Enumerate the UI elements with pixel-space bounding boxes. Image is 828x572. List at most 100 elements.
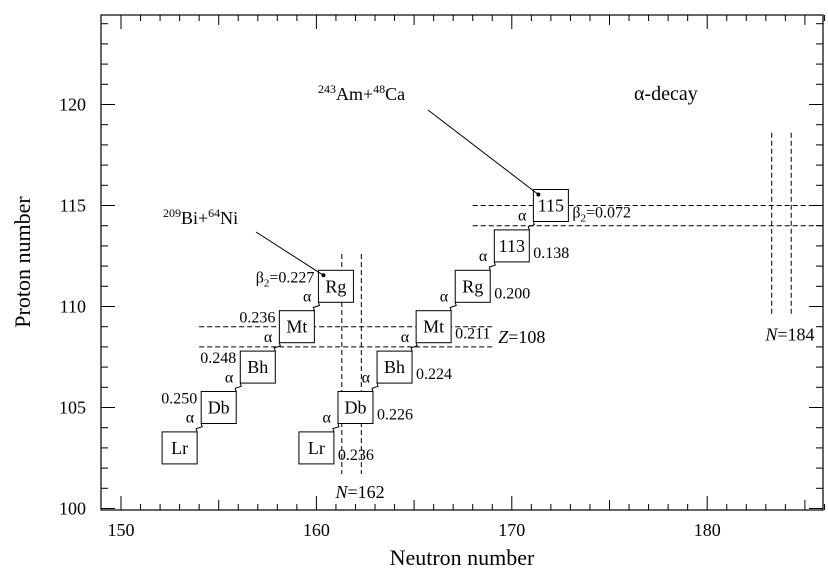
y-tick-label: 105 [59, 398, 86, 418]
alpha-label: α [264, 329, 273, 346]
beta2-label: 0.138 [533, 245, 569, 262]
reaction-mass-2: 64 [208, 206, 220, 220]
alpha-decay-arrow [371, 382, 379, 392]
reaction-element-2: Ca [385, 84, 405, 104]
alpha-decay-arrow [332, 423, 340, 433]
decay-chains: Rgβ2=0.227αMt0.236αBh0.248αDb0.250αLr115… [161, 189, 631, 465]
x-axis-label: Neutron number [390, 545, 535, 570]
beta2-label: β2=0.227 [256, 269, 315, 289]
alpha-label: α [440, 289, 449, 306]
beta-subscript: 2 [264, 277, 270, 289]
alpha-decay-arrow [410, 342, 418, 352]
reaction-label: 243Am+48Ca [318, 82, 405, 104]
reaction-pointer-dot [536, 192, 541, 197]
shell-label-var: Z [498, 327, 509, 347]
nucleus-box [493, 229, 530, 263]
shell-label-value: =162 [347, 482, 384, 502]
decay-mode-label: α-decay [634, 83, 698, 105]
nucleus-symbol: Lr [308, 438, 325, 458]
nucleus-symbol: Db [208, 398, 230, 418]
alpha-decay-arrow [312, 302, 321, 311]
reaction-label: 209Bi+64Ni [163, 206, 238, 228]
beta2-label: β2=0.072 [572, 205, 631, 225]
shell-label-value: =108 [508, 327, 545, 347]
alpha-label: α [518, 208, 527, 225]
shell-label-var: N [764, 325, 778, 345]
nucleus-symbol: 113 [499, 236, 525, 256]
nucleus-symbol: Bh [384, 357, 405, 377]
nucleus-box [337, 391, 374, 424]
beta-subscript: 2 [581, 213, 587, 225]
reaction-mass-1: 243 [318, 82, 336, 96]
nucleus-symbol: Mt [423, 317, 444, 337]
nucleus-box [278, 310, 315, 344]
axis-ticks [101, 15, 825, 510]
reaction-element-2: Ni [220, 208, 238, 228]
x-tick-label: 160 [303, 520, 330, 540]
nucleus-symbol: Rg [325, 276, 346, 296]
nucleus-box [454, 269, 491, 303]
beta2-label: 0.224 [416, 366, 452, 383]
alpha-label: α [323, 410, 332, 427]
nucleus-symbol: Mt [286, 317, 307, 337]
reaction-mass-2: 48 [373, 82, 385, 96]
beta2-label: 0.236 [239, 310, 275, 327]
shell-line-label: Z=108 [498, 327, 545, 347]
nucleus-symbol: Db [344, 398, 366, 418]
beta-value: =0.227 [269, 269, 314, 286]
nucleus-box [298, 431, 335, 465]
reaction-pointer [255, 231, 324, 276]
reaction-mass-1: 209 [163, 206, 181, 220]
x-tick-label: 180 [694, 520, 721, 540]
reaction-pointer-dot [321, 273, 326, 278]
alpha-label: α [303, 289, 312, 306]
reaction-element-1: Am+ [336, 84, 373, 104]
x-tick-label: 170 [498, 520, 525, 540]
alpha-label: α [401, 329, 410, 346]
y-axis-label: Proton number [10, 196, 35, 328]
alpha-decay-arrow [449, 302, 457, 311]
y-tick-label: 110 [60, 297, 86, 317]
x-tick-label: 150 [108, 520, 135, 540]
nucleus-box [415, 310, 452, 344]
beta2-label: 0.226 [377, 407, 413, 424]
shell-label-value: =184 [777, 325, 814, 345]
nucleus-box [161, 431, 198, 465]
beta-value: =0.072 [586, 205, 631, 222]
alpha-decay-arrow [488, 261, 496, 271]
beta2-label: 0.248 [200, 350, 236, 367]
beta2-label: 0.211 [455, 326, 490, 343]
y-tick-label: 115 [60, 196, 86, 216]
alpha-decay-arrow [527, 221, 535, 231]
plot-frame [100, 14, 824, 511]
shell-label-var: N [334, 482, 348, 502]
alpha-label: α [186, 410, 195, 427]
y-tick-label: 120 [59, 95, 86, 115]
beta-symbol: β [572, 205, 580, 222]
alpha-label: α [362, 369, 371, 386]
nucleus-symbol: Bh [247, 357, 268, 377]
beta-symbol: β [256, 269, 264, 286]
reaction-pointer [427, 109, 539, 195]
nucleus-symbol: Lr [171, 438, 188, 458]
beta2-label: 0.250 [161, 391, 197, 408]
y-tick-label: 100 [59, 499, 86, 519]
nucleus-box [200, 391, 237, 424]
alpha-decay-arrow [273, 342, 281, 352]
beta2-label: 0.200 [494, 285, 530, 302]
alpha-label: α [225, 369, 234, 386]
nucleus-symbol: Rg [462, 276, 483, 296]
reaction-element-1: Bi+ [181, 208, 208, 228]
reaction-labels: 209Bi+64Ni 243Am+48Ca [163, 82, 541, 278]
nucleus-box [376, 350, 413, 384]
alpha-decay-arrow [195, 423, 203, 433]
tick-labels: 150160170180190100105110115120 [59, 95, 721, 541]
nucleus-box [239, 350, 276, 384]
beta2-label: 0.236 [338, 447, 374, 464]
alpha-decay-arrow [234, 382, 242, 392]
shell-line-label: N=184 [764, 325, 814, 345]
nucleus-symbol: 115 [538, 196, 564, 216]
shell-line-label: N=162 [334, 482, 384, 502]
alpha-label: α [479, 248, 488, 265]
